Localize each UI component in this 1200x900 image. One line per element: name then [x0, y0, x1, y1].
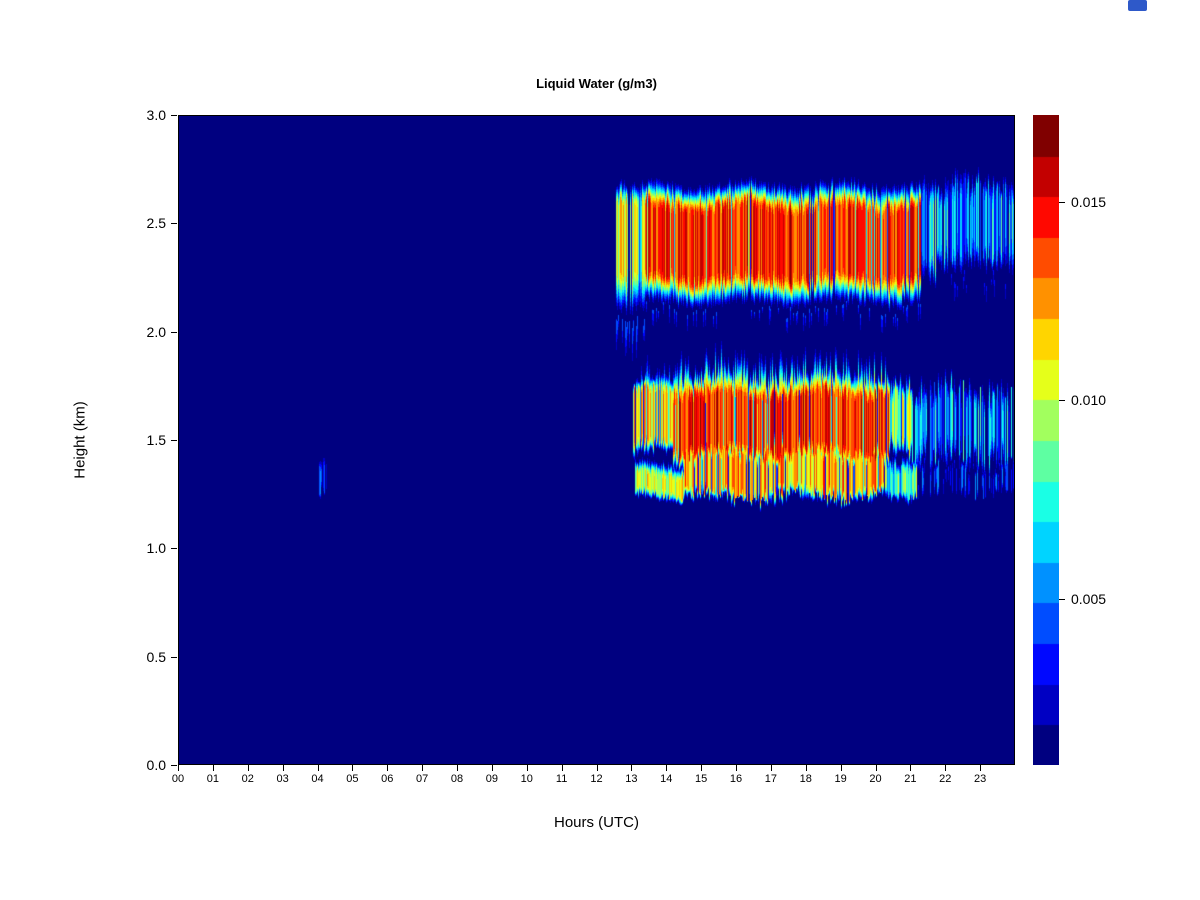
y-tick-mark	[171, 440, 177, 441]
x-tick-mark	[840, 765, 842, 771]
y-axis-label: Height (km)	[71, 401, 89, 479]
colorbar-tick-mark	[1059, 400, 1065, 402]
x-tick-label: 19	[834, 773, 847, 785]
colorbar	[1033, 115, 1059, 765]
x-tick-mark	[736, 765, 737, 771]
heatmap-plot	[178, 115, 1015, 765]
x-tick-mark	[422, 765, 424, 771]
x-tick-label: 06	[381, 773, 394, 785]
x-tick-label: 17	[764, 773, 777, 785]
x-tick-label: 01	[206, 773, 219, 785]
x-tick-label: 04	[311, 773, 324, 785]
x-tick-label: 11	[555, 773, 568, 785]
x-tick-mark	[561, 765, 563, 771]
colorbar-tick-mark	[1059, 598, 1065, 600]
x-tick-mark	[178, 765, 179, 771]
y-tick-mark	[171, 765, 177, 766]
x-tick-label: 21	[904, 773, 917, 785]
x-tick-mark	[666, 765, 668, 771]
x-tick-label: 22	[939, 773, 952, 785]
y-tick-mark	[171, 223, 177, 225]
x-tick-mark	[387, 765, 389, 771]
y-tick-label: 1.5	[146, 432, 166, 448]
x-tick-mark	[212, 765, 214, 771]
x-tick-mark	[491, 765, 493, 771]
y-tick-label: 2.0	[146, 323, 166, 340]
y-tick-mark	[171, 548, 177, 550]
y-tick-label: 0.5	[146, 648, 166, 665]
x-tick-mark	[526, 765, 528, 771]
x-tick-mark	[701, 765, 703, 771]
x-tick-mark	[770, 765, 772, 771]
y-tick-label: 1.0	[146, 540, 166, 557]
x-tick-label: 16	[729, 773, 743, 785]
x-tick-mark	[945, 765, 947, 771]
x-tick-label: 13	[625, 773, 638, 785]
y-tick-mark	[171, 331, 177, 333]
x-tick-label: 00	[171, 773, 185, 785]
y-tick-mark	[171, 656, 177, 658]
x-tick-label: 08	[450, 773, 464, 785]
colorbar-tick-label: 0.005	[1071, 590, 1107, 607]
x-tick-label: 10	[520, 773, 533, 785]
x-tick-mark	[317, 765, 319, 771]
x-tick-mark	[910, 765, 912, 771]
top-right-artifact-icon	[1128, 0, 1147, 11]
x-tick-mark	[247, 765, 249, 771]
chart-title: Liquid Water (g/m3)	[536, 76, 657, 91]
y-tick-label: 0.0	[146, 757, 166, 773]
x-tick-mark	[875, 765, 877, 771]
y-tick-label: 3.0	[146, 107, 166, 123]
x-tick-label: 05	[346, 773, 359, 785]
colorbar-tick-label: 0.015	[1071, 194, 1107, 211]
x-tick-label: 07	[416, 773, 429, 785]
colorbar-tick-mark	[1059, 202, 1065, 204]
x-tick-mark	[805, 765, 807, 771]
x-tick-label: 15	[695, 773, 708, 785]
x-tick-label: 12	[590, 773, 603, 785]
x-tick-label: 03	[276, 773, 289, 785]
x-tick-label: 23	[974, 773, 987, 785]
x-tick-label: 20	[869, 773, 882, 785]
x-tick-mark	[282, 765, 284, 771]
x-tick-label: 09	[485, 773, 498, 785]
x-tick-mark	[457, 765, 458, 771]
x-axis-label: Hours (UTC)	[554, 814, 639, 831]
x-tick-label: 02	[241, 773, 254, 785]
x-tick-label: 18	[799, 773, 812, 785]
x-tick-mark	[352, 765, 354, 771]
y-tick-mark	[171, 115, 177, 116]
x-tick-label: 14	[660, 773, 673, 785]
x-tick-mark	[631, 765, 633, 771]
x-tick-mark	[980, 765, 982, 771]
x-tick-mark	[596, 765, 598, 771]
y-tick-label: 2.5	[146, 215, 166, 232]
colorbar-tick-label: 0.010	[1071, 392, 1107, 409]
